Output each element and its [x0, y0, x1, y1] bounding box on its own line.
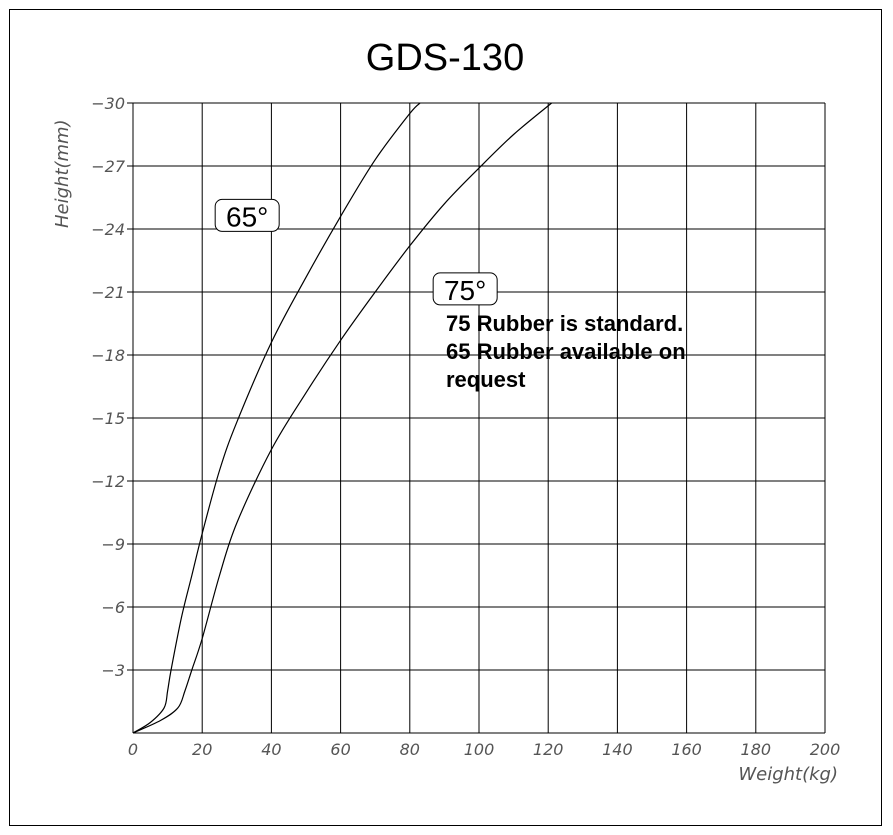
annotation-note: 75 Rubber is standard. 65 Rubber availab…	[446, 310, 786, 394]
x-tick-label: 0	[128, 740, 138, 759]
annotation-line-2: 65 Rubber available on	[446, 339, 686, 364]
y-tick-label: −24	[91, 220, 125, 239]
y-tick-label: −30	[91, 94, 125, 113]
annotation-line-1: 75 Rubber is standard.	[446, 311, 684, 336]
chart-frame	[9, 9, 882, 826]
x-tick-label: 40	[261, 740, 281, 759]
x-tick-label: 60	[330, 740, 350, 759]
series-line-0	[132, 102, 421, 734]
y-tick-label: −3	[101, 661, 125, 680]
x-tick-label: 200	[810, 740, 841, 759]
series-labels: 65° 75°	[214, 198, 498, 306]
y-tick-label: −27	[91, 157, 126, 176]
series-label: 75°	[444, 275, 486, 306]
y-tick-label: −6	[101, 598, 125, 617]
chart-title: GDS-130	[366, 37, 524, 79]
y-tick-label: −9	[101, 535, 125, 554]
annotation-line-3: request	[446, 367, 526, 392]
y-tick-label: −18	[91, 346, 125, 365]
y-axis-label: Height(mm)	[52, 119, 73, 228]
series-line-1	[132, 102, 553, 734]
y-tick-label: −21	[91, 283, 125, 302]
x-tick-label: 180	[741, 740, 772, 759]
axes: 0 20 40 60 80 100 120 140 160 180 200 −30 −27 −24 −21 −…	[91, 94, 840, 759]
y-tick-label: −15	[91, 409, 125, 428]
grid	[132, 102, 826, 734]
x-axis-label: Weight(kg)	[738, 764, 838, 785]
y-tick-label: −12	[91, 472, 125, 491]
x-tick-label: 20	[192, 740, 212, 759]
x-tick-label: 120	[533, 740, 564, 759]
series-group	[132, 102, 553, 734]
x-tick-label: 100	[464, 740, 495, 759]
x-tick-label: 80	[400, 740, 420, 759]
series-label-box	[432, 272, 498, 306]
series-label-box	[214, 198, 280, 232]
series-label: 65°	[226, 201, 268, 232]
x-tick-label: 160	[671, 740, 702, 759]
x-tick-label: 140	[602, 740, 633, 759]
